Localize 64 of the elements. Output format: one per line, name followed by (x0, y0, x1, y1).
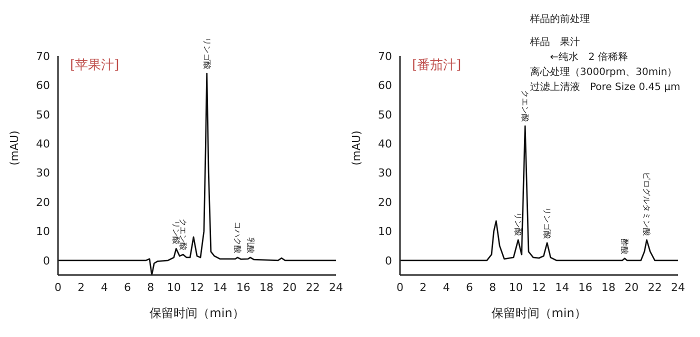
x-tick-label: 18 (602, 280, 616, 294)
y-axis-title: (mAU) (8, 130, 21, 166)
y-tick-label: 10 (378, 225, 392, 238)
y-tick-label: 50 (378, 108, 392, 122)
y-tick-label: 0 (385, 254, 392, 268)
x-tick-label: 24 (671, 280, 685, 294)
x-tick-label: 16 (236, 280, 250, 294)
x-tick-label: 4 (442, 280, 450, 294)
annotation: リン酸 (172, 220, 181, 245)
annotation: クエン酸 (178, 218, 188, 251)
line-series (400, 125, 678, 262)
chart-title: [苹果汁] (70, 57, 120, 74)
x-tick-label: 6 (466, 280, 473, 294)
y-tick-label: 0 (43, 254, 50, 268)
x-tick-label: 12 (190, 280, 204, 294)
text: 样品 果汁 (530, 36, 581, 50)
x-tick-label: 0 (396, 280, 404, 294)
annotation: リンゴ酸 (542, 206, 552, 239)
y-tick-label: 60 (378, 79, 392, 92)
x-tick-label: 6 (124, 280, 131, 294)
x-tick-label: 22 (648, 280, 662, 294)
x-tick-label: 0 (54, 280, 62, 294)
y-tick-label: 10 (36, 225, 50, 238)
x-tick-label: 10 (166, 280, 181, 294)
y-tick-label: 20 (36, 196, 50, 209)
annotation: ←纯水 2 倍稀释 (550, 50, 629, 65)
y-tick-label: 60 (36, 79, 50, 92)
x-tick-label: 16 (578, 280, 592, 294)
chart-title: [番茄汁] (412, 57, 462, 74)
x-tick-label: 22 (306, 280, 320, 294)
y-tick-label: 30 (378, 166, 392, 180)
annotation: リンゴ酸 (202, 38, 212, 70)
annotation: クエン酸 (520, 90, 530, 122)
annotation: 酢酸 (620, 238, 630, 254)
x-tick-label: 24 (329, 280, 343, 294)
y-tick-label: 40 (36, 138, 50, 151)
x-tick-label: 20 (624, 280, 639, 294)
y-axis-title: (mAU) (350, 130, 363, 166)
y-tick-label: 70 (378, 50, 392, 63)
y-tick-label: 70 (36, 50, 50, 63)
annotation: コハク酸 (233, 221, 242, 254)
x-tick-label: 2 (78, 280, 85, 294)
x-axis-title: 保留时间（min） (492, 306, 586, 320)
annotation: ピログルタミン酸 (642, 172, 652, 236)
annotation: 离心处理（3000rpm、30min） (530, 66, 678, 80)
y-tick-label: 20 (378, 196, 392, 209)
y-tick-label: 30 (36, 166, 50, 180)
x-tick-label: 2 (420, 280, 427, 294)
x-tick-label: 14 (555, 280, 570, 294)
y-tick-label: 40 (378, 138, 392, 151)
x-tick-label: 8 (147, 280, 154, 294)
annotation: 乳酸 (246, 237, 255, 254)
text: 样品的前处理 (530, 12, 591, 27)
x-tick-label: 12 (532, 280, 546, 294)
annotation: 过滤上清液 Pore Size 0.45 μm (530, 80, 682, 95)
x-tick-label: 8 (489, 280, 496, 294)
x-tick-label: 18 (260, 280, 274, 294)
x-tick-label: 14 (213, 280, 228, 294)
x-tick-label: 4 (100, 280, 108, 294)
x-tick-label: 10 (508, 280, 523, 294)
x-tick-label: 20 (282, 280, 297, 294)
annotation: リン酸 (514, 212, 523, 236)
y-tick-label: 50 (36, 108, 50, 122)
x-axis-title: 保留时间（min） (150, 306, 244, 320)
